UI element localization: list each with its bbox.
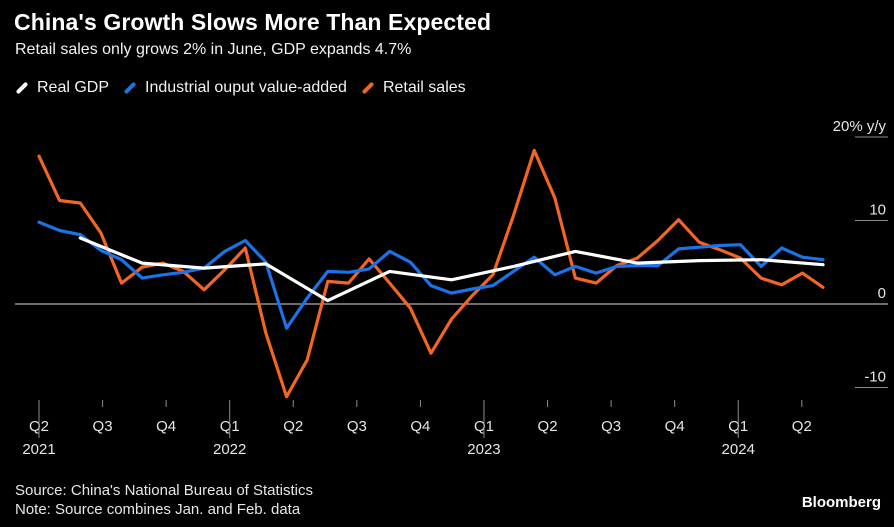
x-tick-label: Q4 [156,418,176,435]
legend-label: Real GDP [37,79,110,96]
x-tick-label: Q3 [93,418,113,435]
x-tick-label: Q2 [283,418,303,435]
x-tick-label: Q4 [410,418,430,435]
chart-legend: Real GDP Industrial ouput value-added Re… [15,79,480,97]
x-tick-label: Q3 [347,418,367,435]
series-line-retail-sales [37,148,825,399]
legend-item-real-gdp: Real GDP [15,79,109,97]
x-year-label: 2023 [467,441,500,458]
y-tick-label: 20% y/y [833,118,887,135]
legend-item-retail-sales: Retail sales [361,79,466,97]
y-tick-label: 10 [869,201,886,218]
y-tick-label: -10 [864,368,886,385]
chart-footer: Source: China's National Bureau of Stati… [15,481,313,519]
x-year-label: 2022 [213,441,246,458]
y-tick-label: 0 [878,285,886,302]
chart-subtitle: Retail sales only grows 2% in June, GDP … [15,41,412,58]
chart-title: China's Growth Slows More Than Expected [14,9,492,35]
x-year-label: 2021 [22,441,55,458]
x-tick-label: Q2 [792,418,812,435]
series-line-industrial-ouput-value-added [37,220,825,330]
bloomberg-logo: Bloomberg [801,494,881,511]
x-tick-label: Q3 [601,418,621,435]
footnote: Note: Source combines Jan. and Feb. data [15,501,301,518]
legend-label: Retail sales [382,79,466,96]
x-year-label: 2024 [722,441,755,458]
x-tick-label: Q2 [538,418,558,435]
legend-item-industrial-output: Industrial ouput value-added [123,79,347,97]
legend-label: Industrial ouput value-added [145,79,347,96]
series-line-real-gdp [78,236,825,303]
x-tick-label: Q4 [665,418,685,435]
source-note: Source: China's National Bureau of Stati… [15,482,314,499]
